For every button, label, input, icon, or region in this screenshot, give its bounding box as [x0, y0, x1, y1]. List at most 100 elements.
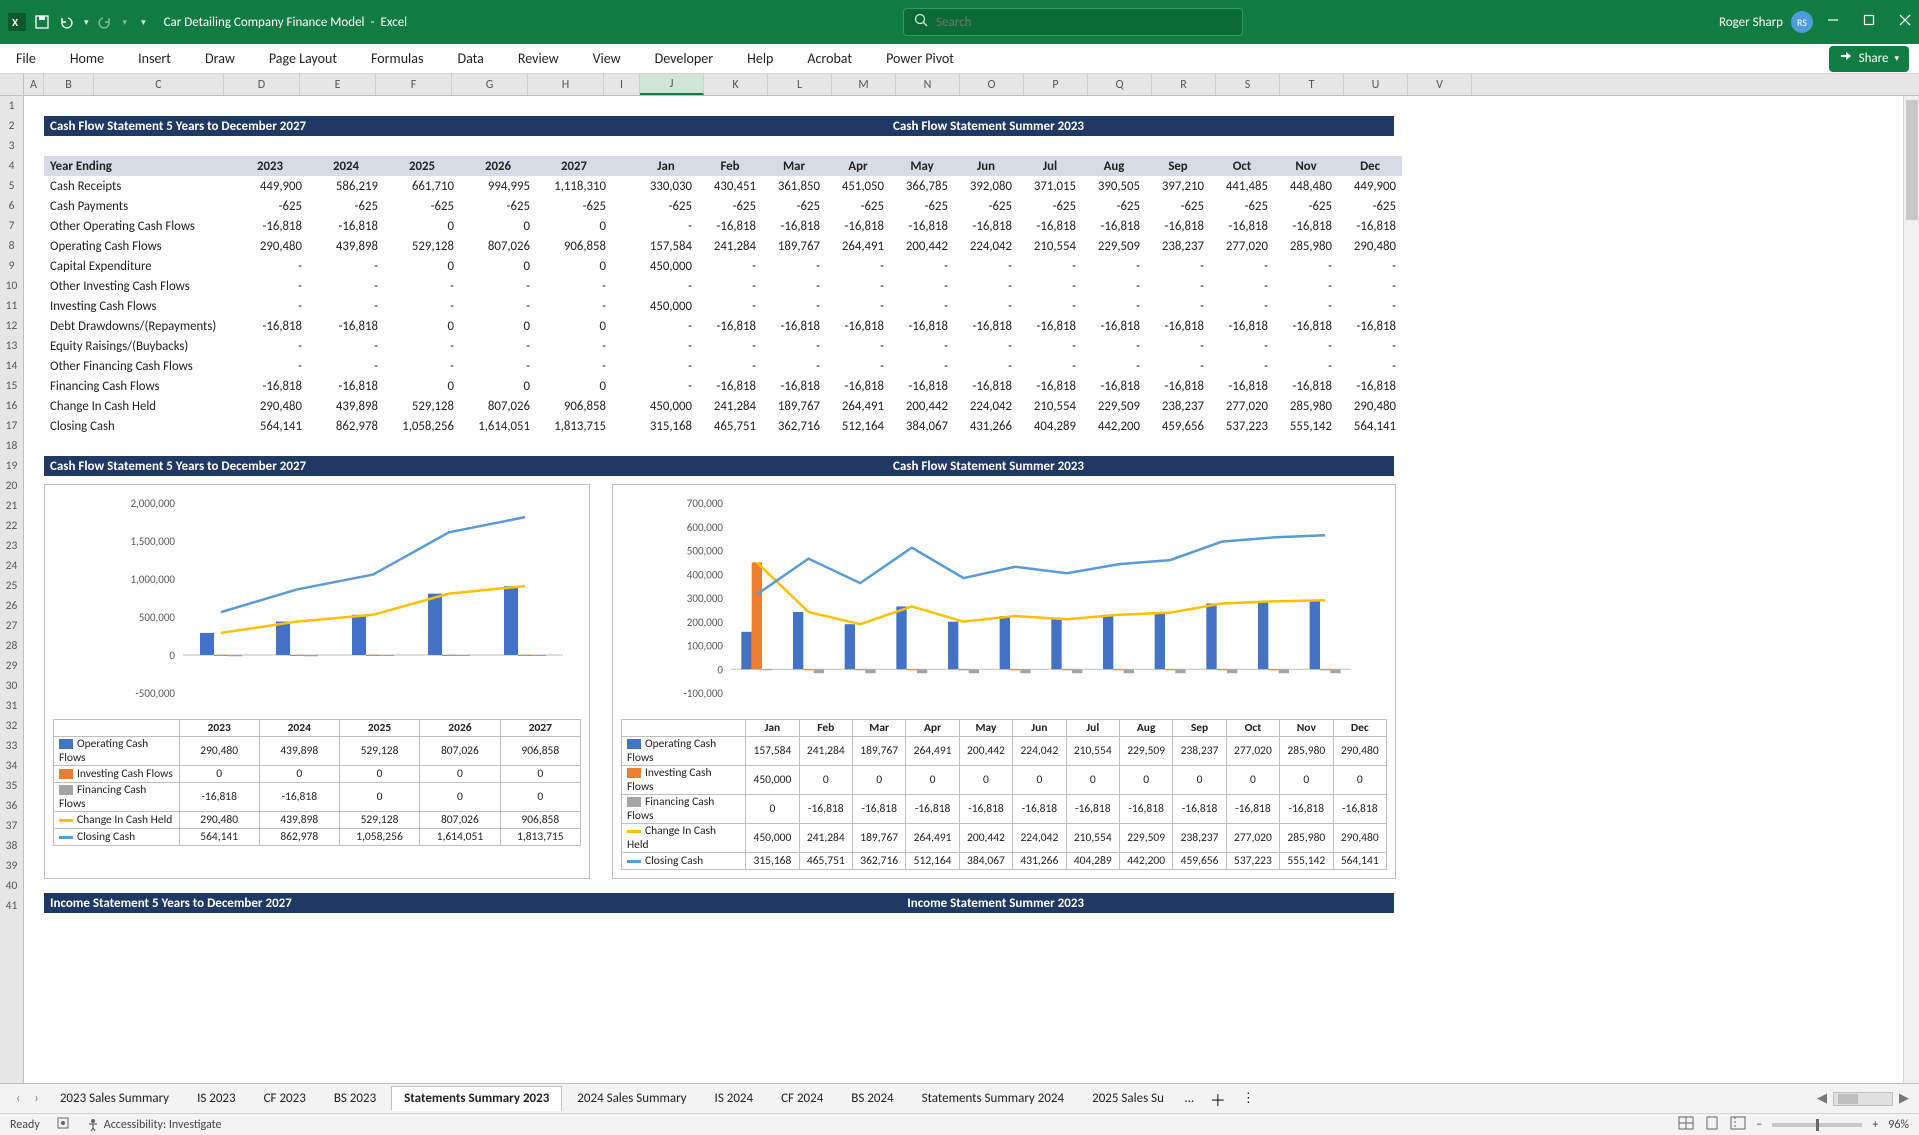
cell[interactable]: -	[1018, 276, 1082, 296]
chart-monthly[interactable]: 700,000600,000500,000400,000300,000200,0…	[612, 484, 1396, 879]
cell[interactable]: 315,168	[634, 416, 698, 436]
cell[interactable]: 450,000	[634, 256, 698, 276]
cell[interactable]: 0	[384, 376, 460, 396]
redo-icon[interactable]	[97, 14, 115, 30]
column-header-I[interactable]: I	[604, 74, 640, 95]
cashflow-table[interactable]: Year Ending20232024202520262027JanFebMar…	[44, 156, 1402, 436]
row-header-28[interactable]: 28	[0, 636, 23, 656]
cell[interactable]: -16,818	[890, 216, 954, 236]
search-input[interactable]	[936, 15, 1232, 30]
cell[interactable]: -16,818	[1338, 376, 1402, 396]
column-header-K[interactable]: K	[704, 74, 768, 95]
cell[interactable]: 1,118,310	[536, 176, 612, 196]
cell[interactable]: -	[1018, 296, 1082, 316]
hscroll-right-icon[interactable]: ▶	[1899, 1091, 1909, 1106]
cell[interactable]: 285,980	[1274, 236, 1338, 256]
cell[interactable]: -16,818	[890, 316, 954, 336]
cell[interactable]: -16,818	[954, 316, 1018, 336]
cell[interactable]: 994,995	[460, 176, 536, 196]
cell[interactable]: -	[1146, 296, 1210, 316]
row-header-1[interactable]: 1	[0, 96, 23, 116]
cell[interactable]: 450,000	[634, 396, 698, 416]
cell[interactable]: -16,818	[762, 316, 826, 336]
cell[interactable]: -	[634, 216, 698, 236]
cell[interactable]: 210,554	[1018, 396, 1082, 416]
cell[interactable]: -16,818	[698, 316, 762, 336]
cell[interactable]: -	[1338, 356, 1402, 376]
column-header-V[interactable]: V	[1408, 74, 1472, 95]
view-page-layout-icon[interactable]	[1704, 1116, 1720, 1134]
cell[interactable]: 450,000	[634, 296, 698, 316]
cell[interactable]: -16,818	[1274, 376, 1338, 396]
cell[interactable]: 448,480	[1274, 176, 1338, 196]
cell[interactable]: 0	[384, 256, 460, 276]
row-header-21[interactable]: 21	[0, 496, 23, 516]
cell[interactable]: -16,818	[308, 216, 384, 236]
cell[interactable]: 586,219	[308, 176, 384, 196]
cell[interactable]: 290,480	[232, 396, 308, 416]
column-header-O[interactable]: O	[960, 74, 1024, 95]
cell[interactable]: -16,818	[1210, 376, 1274, 396]
cell[interactable]: -	[536, 356, 612, 376]
cell[interactable]: 459,656	[1146, 416, 1210, 436]
ribbon-tab-formulas[interactable]: Formulas	[365, 46, 429, 71]
row-header-2[interactable]: 2	[0, 116, 23, 136]
sheet-tab[interactable]: Statements Summary 2024	[909, 1086, 1077, 1111]
row-header-41[interactable]: 41	[0, 896, 23, 916]
ribbon-tab-view[interactable]: View	[587, 46, 627, 71]
cell[interactable]: -	[232, 256, 308, 276]
cell[interactable]: 0	[536, 256, 612, 276]
cell[interactable]: -	[762, 336, 826, 356]
close-icon[interactable]	[1899, 14, 1911, 30]
new-sheet-icon[interactable]: ＋	[1202, 1087, 1234, 1111]
cell[interactable]: 862,978	[308, 416, 384, 436]
cell[interactable]: 290,480	[232, 236, 308, 256]
cell[interactable]: -	[1146, 356, 1210, 376]
cell[interactable]: -625	[890, 196, 954, 216]
row-header-9[interactable]: 9	[0, 256, 23, 276]
cell[interactable]: -625	[1210, 196, 1274, 216]
qat-customize-icon[interactable]: ▾	[141, 17, 146, 28]
cell[interactable]: 285,980	[1274, 396, 1338, 416]
cell[interactable]: -16,818	[1274, 216, 1338, 236]
cell[interactable]: -	[762, 356, 826, 376]
cell[interactable]: 564,141	[1338, 416, 1402, 436]
cell[interactable]: -625	[1082, 196, 1146, 216]
cell[interactable]: -	[1274, 276, 1338, 296]
cell[interactable]: 189,767	[762, 396, 826, 416]
cell[interactable]: 361,850	[762, 176, 826, 196]
cell[interactable]: -16,818	[1146, 216, 1210, 236]
row-header-25[interactable]: 25	[0, 576, 23, 596]
cell[interactable]: -	[762, 256, 826, 276]
cell[interactable]: -625	[1146, 196, 1210, 216]
column-header-T[interactable]: T	[1280, 74, 1344, 95]
cell[interactable]: -	[308, 256, 384, 276]
cell[interactable]: -16,818	[1146, 316, 1210, 336]
cell[interactable]: -	[698, 256, 762, 276]
cell[interactable]: 392,080	[954, 176, 1018, 196]
cell[interactable]: 200,442	[890, 396, 954, 416]
cell[interactable]: 384,067	[890, 416, 954, 436]
row-header-6[interactable]: 6	[0, 196, 23, 216]
row-header-13[interactable]: 13	[0, 336, 23, 356]
scrollbar-thumb[interactable]	[1906, 100, 1918, 220]
cell[interactable]: 224,042	[954, 396, 1018, 416]
cell[interactable]: -16,818	[308, 376, 384, 396]
column-header-E[interactable]: E	[300, 74, 376, 95]
column-header-L[interactable]: L	[768, 74, 832, 95]
row-header-29[interactable]: 29	[0, 656, 23, 676]
cell[interactable]: -	[890, 336, 954, 356]
cell[interactable]: 1,813,715	[536, 416, 612, 436]
row-header-37[interactable]: 37	[0, 816, 23, 836]
cell[interactable]: 210,554	[1018, 236, 1082, 256]
cell[interactable]: -	[698, 336, 762, 356]
cell[interactable]: -625	[460, 196, 536, 216]
cell[interactable]: 264,491	[826, 236, 890, 256]
row-header-3[interactable]: 3	[0, 136, 23, 156]
column-header-N[interactable]: N	[896, 74, 960, 95]
sheet-tab[interactable]: CF 2023	[251, 1086, 319, 1111]
cell[interactable]: 404,289	[1018, 416, 1082, 436]
cell[interactable]: 807,026	[460, 236, 536, 256]
undo-icon[interactable]	[58, 14, 76, 30]
cell[interactable]: 465,751	[698, 416, 762, 436]
